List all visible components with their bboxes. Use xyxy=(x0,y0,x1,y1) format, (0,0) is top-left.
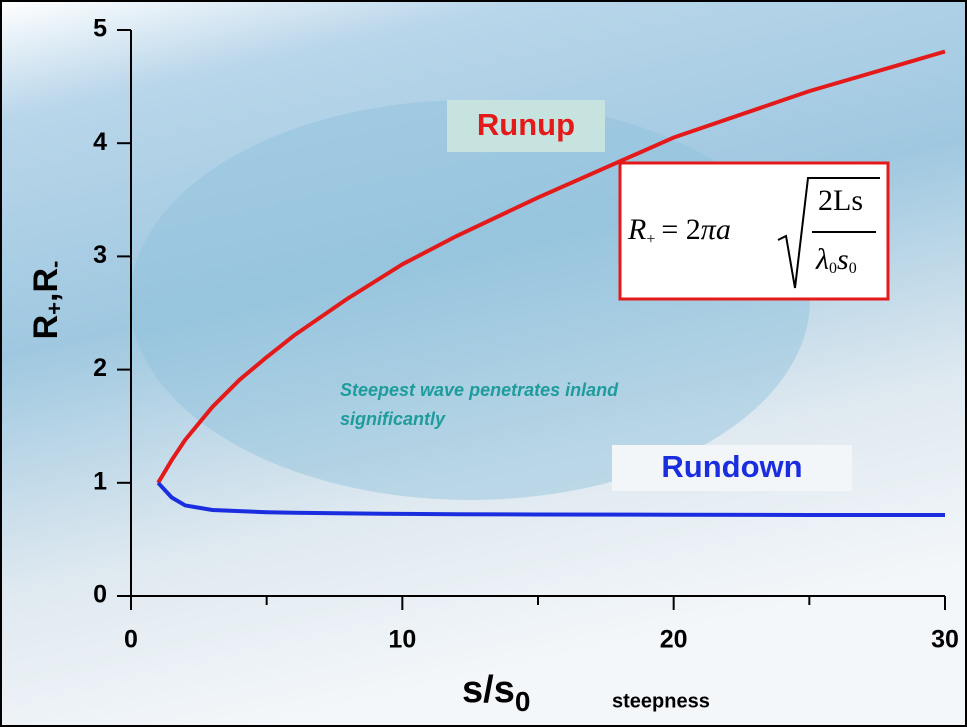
formula-part: R xyxy=(627,213,646,246)
x-tick-label: 20 xyxy=(660,626,688,654)
y-tick-label: 2 xyxy=(93,354,107,382)
runup-label: Runup xyxy=(477,107,575,142)
rundown-label: Rundown xyxy=(661,449,802,484)
formula: 2Ls xyxy=(818,184,863,217)
y-label-part: ,R xyxy=(27,268,65,302)
formula-part: λ xyxy=(815,243,829,276)
formula-part: a xyxy=(716,213,731,246)
annotation: significantly xyxy=(340,409,446,429)
y-tick-label: 5 xyxy=(93,15,107,43)
y-label-part: R xyxy=(27,315,65,340)
y-tick-label: 4 xyxy=(93,128,107,156)
formula-part: 0 xyxy=(849,260,857,277)
x-label-part: 0 xyxy=(515,686,531,717)
y-tick-label: 3 xyxy=(93,241,107,269)
y-label-part: - xyxy=(42,261,67,268)
formula-part: = 2 xyxy=(661,213,700,246)
y-tick-label: 1 xyxy=(93,467,107,495)
y-tick-label: 0 xyxy=(93,581,107,609)
y-label-part: + xyxy=(42,302,67,315)
formula-part: 0 xyxy=(829,260,837,277)
x-tick-label: 10 xyxy=(388,626,416,654)
x-tick-label: 30 xyxy=(931,626,959,654)
y-axis-label: R+,R- xyxy=(27,261,67,340)
page: Runup Rundown Steepest wave penetrates i… xyxy=(0,0,967,727)
formula: R+ = 2πa xyxy=(627,213,731,248)
formula-part: 2Ls xyxy=(818,184,863,217)
formula-part: s xyxy=(837,243,849,276)
formula-part: + xyxy=(646,231,655,248)
formula-part: π xyxy=(701,213,717,246)
x-label-part: s/s xyxy=(462,669,515,711)
chart: Runup Rundown Steepest wave penetrates i… xyxy=(0,0,967,727)
x-axis-note: steepness xyxy=(612,690,710,712)
annotation: Steepest wave penetrates inland xyxy=(340,380,619,400)
x-tick-label: 0 xyxy=(124,626,138,654)
